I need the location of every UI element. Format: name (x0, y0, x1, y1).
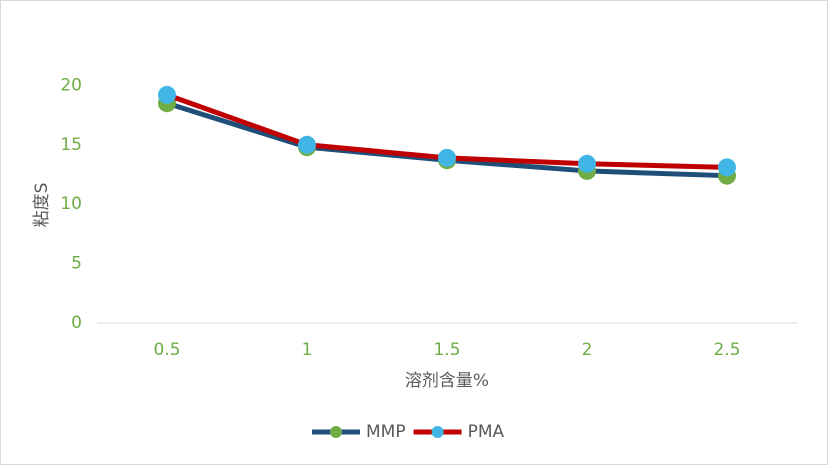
legend-marker (330, 426, 342, 438)
x-axis-title: 溶剂含量% (405, 371, 489, 391)
legend-label: PMA (468, 422, 505, 442)
legend-label: MMP (366, 422, 406, 442)
x-tick-label: 1 (302, 340, 313, 360)
x-tick-label: 0.5 (153, 340, 180, 360)
y-tick-label: 5 (71, 254, 82, 274)
data-point (298, 135, 316, 154)
x-tick-label: 2.5 (713, 340, 740, 360)
legend-marker (431, 426, 444, 438)
y-tick-label: 15 (60, 135, 82, 155)
y-tick-label: 20 (60, 75, 82, 95)
y-tick-label: 0 (71, 313, 82, 333)
data-point (438, 148, 456, 167)
x-tick-label: 1.5 (433, 340, 460, 360)
data-point (718, 158, 736, 177)
x-tick-label: 2 (582, 340, 593, 360)
data-point (578, 154, 596, 173)
data-point (158, 85, 176, 104)
y-axis-title: 粘度S (32, 183, 52, 228)
y-tick-label: 10 (60, 194, 82, 214)
